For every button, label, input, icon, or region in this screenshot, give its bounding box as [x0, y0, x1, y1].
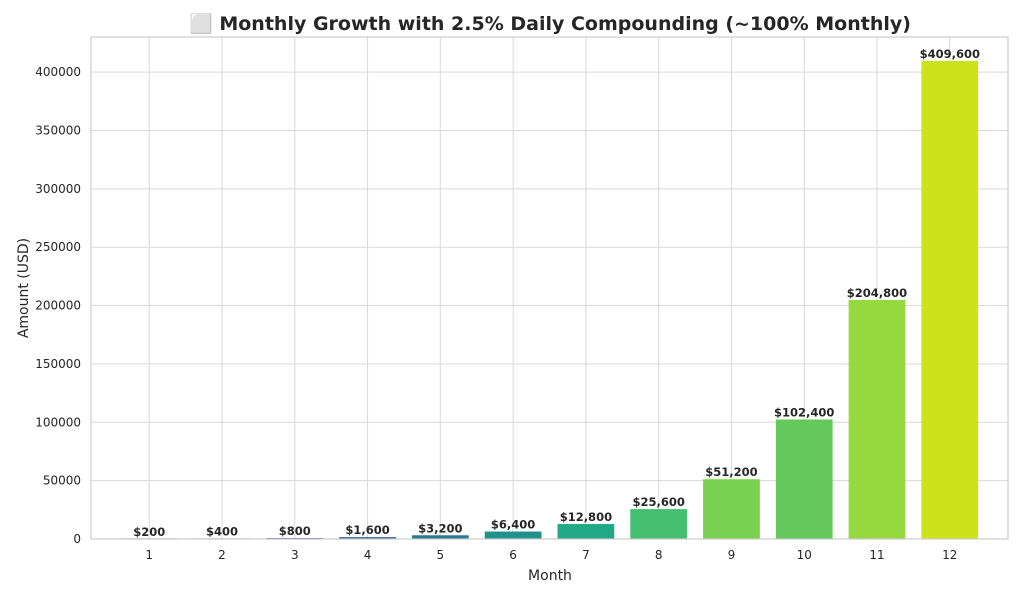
x-tick-label: 2	[218, 548, 226, 562]
y-tick-label: 150000	[35, 357, 81, 371]
y-tick-label: 100000	[35, 415, 81, 429]
data-label-month-9: $51,200	[705, 465, 757, 479]
data-label-month-5: $3,200	[418, 521, 462, 535]
data-label-month-11: $204,800	[847, 286, 907, 300]
bar-month-10	[775, 419, 833, 539]
data-label-month-7: $12,800	[560, 510, 612, 524]
data-label-month-8: $25,600	[632, 495, 684, 509]
bar-month-11	[848, 299, 906, 539]
x-tick-label: 11	[869, 548, 884, 562]
x-tick-label: 12	[942, 548, 957, 562]
x-tick-label: 4	[364, 548, 372, 562]
y-axis-ticks: 0 50000 100000 150000 200000 250000 300000 3500…	[35, 65, 81, 546]
data-label-month-2: $400	[206, 525, 238, 539]
data-label-month-3: $800	[279, 524, 311, 538]
x-axis-ticks: 1 2 3 4 5 6 7 8 9 10 11 12	[145, 548, 957, 562]
y-tick-label: 0	[73, 532, 81, 546]
grid	[91, 37, 1008, 540]
data-label-month-1: $200	[133, 525, 165, 539]
chart-title: ⬜ Monthly Growth with 2.5% Daily Compoun…	[189, 12, 911, 35]
x-tick-label: 10	[797, 548, 812, 562]
bar-month-7	[557, 524, 615, 539]
y-tick-label: 250000	[35, 240, 81, 254]
y-axis-label: Amount (USD)	[16, 238, 32, 338]
data-label-month-4: $1,600	[345, 523, 389, 537]
data-label-month-6: $6,400	[491, 518, 535, 532]
data-labels: $200 $400 $800 $1,600 $3,200 $6,400 $12,800 $25…	[133, 47, 980, 539]
bars	[120, 60, 979, 540]
bar-month-4	[339, 537, 396, 539]
y-tick-label: 400000	[35, 65, 81, 79]
y-tick-label: 300000	[35, 182, 81, 196]
x-tick-label: 6	[509, 548, 517, 562]
data-label-month-12: $409,600	[920, 47, 980, 61]
y-tick-label: 50000	[43, 474, 81, 488]
y-tick-label: 350000	[35, 123, 81, 137]
x-tick-label: 7	[582, 548, 590, 562]
y-tick-label: 200000	[35, 299, 81, 313]
bar-month-6	[484, 531, 542, 539]
bar-month-12	[921, 60, 979, 540]
x-tick-label: 3	[291, 548, 299, 562]
data-label-month-10: $102,400	[774, 405, 834, 419]
x-tick-label: 1	[145, 548, 153, 562]
x-tick-label: 9	[728, 548, 736, 562]
bar-month-8	[630, 509, 688, 539]
x-tick-label: 5	[437, 548, 445, 562]
x-axis-label: Month	[528, 568, 572, 584]
x-tick-label: 8	[655, 548, 663, 562]
bar-month-9	[703, 479, 760, 539]
bar-month-5	[411, 535, 469, 539]
plot-frame	[90, 36, 1009, 540]
